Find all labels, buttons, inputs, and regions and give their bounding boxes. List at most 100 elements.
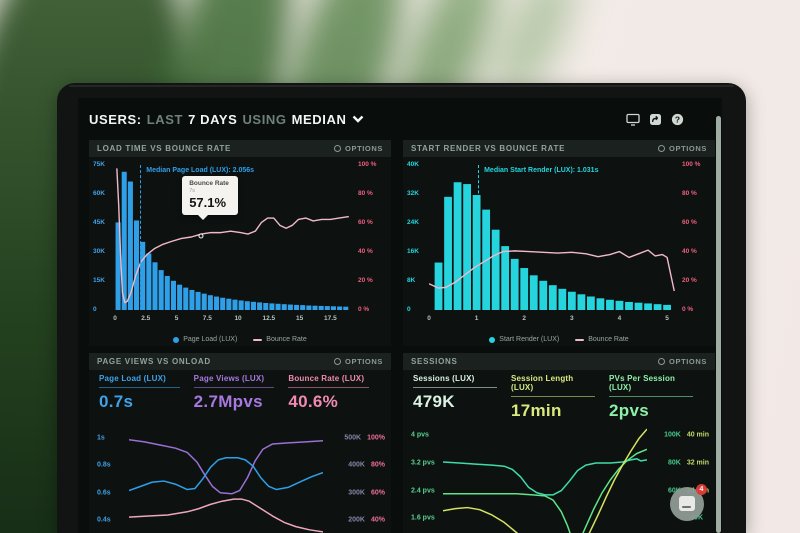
x-axis-label: 3 <box>570 315 574 322</box>
legend-label: Page Load (LUX) <box>183 336 238 343</box>
title-segment: LAST <box>146 111 184 127</box>
y-axis-label: 1s <box>97 434 105 442</box>
metric-value: 2.7Mpvs <box>193 392 263 411</box>
y-axis-label: 100 % <box>358 161 377 168</box>
dashboard-header: USERS: LAST 7 DAYS USING MEDIAN <box>89 107 684 131</box>
legend-item[interactable]: Start Render (LUX) <box>489 336 559 343</box>
y-axis-label: 0 % <box>682 306 694 313</box>
y-axis-left: 4 pvs 3.2 pvs 2.4 pvs 1.6 pvs <box>411 427 441 533</box>
tooltip-value: 57.1% <box>189 194 227 210</box>
tooltip-title: Bounce Rate <box>189 179 229 187</box>
metric: Sessions (LUX) 479K <box>413 374 511 421</box>
dot-marker <box>489 336 496 343</box>
x-axis: 0 2.5 5 7.5 10 12.5 15 17.5 <box>113 315 355 323</box>
date-range-selector[interactable]: USERS: LAST 7 DAYS USING MEDIAN <box>89 112 364 127</box>
y-axis-label: 30K <box>93 248 105 255</box>
chevron-down-icon[interactable] <box>352 115 364 123</box>
gear-icon <box>334 358 342 365</box>
display-icon[interactable] <box>626 113 640 126</box>
metrics-row: Page Load (LUX) 0.7s Page Views (LUX) 2.7Mp… <box>99 374 383 412</box>
y-axis-label: 32K <box>407 190 419 197</box>
y-axis-label: 80 % <box>358 190 373 197</box>
y-axis-label-pair: 80K 32 min <box>668 460 709 467</box>
y-axis-label: 80% <box>370 461 385 469</box>
y-axis-label: 100 % <box>682 161 701 168</box>
metric-value: 17min <box>511 401 562 420</box>
y-axis-label: 80 % <box>682 190 697 197</box>
options-label: OPTIONS <box>669 357 707 366</box>
y-axis-label: 40K <box>690 514 703 522</box>
dot-marker <box>173 336 180 343</box>
x-axis-label: 17.5 <box>324 315 337 322</box>
y-axis-label: 4 pvs <box>411 431 429 439</box>
metric: Bounce Rate (LUX) 40.6% <box>288 374 383 412</box>
chart-legend: Page Load (LUX) Bounce Rate <box>89 336 391 343</box>
y-axis-label: 200K <box>348 516 365 524</box>
metric-label: Page Views (LUX) <box>193 374 265 383</box>
panel-page-views-vs-onload: PAGE VIEWS VS ONLOAD OPTIONS Page Load (… <box>89 353 391 533</box>
chart-plot[interactable] <box>129 427 323 533</box>
median-marker-line <box>140 165 142 310</box>
y-axis-label-pair: 400K 80% <box>348 462 385 469</box>
chart-plot[interactable]: Median Start Render (LUX): 1.031s <box>429 164 679 310</box>
legend-label: Bounce Rate <box>266 336 307 343</box>
y-axis-label: 45K <box>93 219 105 226</box>
share-icon[interactable] <box>649 113 662 126</box>
y-axis-left: 1s 0.8s 0.6s 0.4s <box>97 427 127 533</box>
y-axis-label: 80K <box>667 459 681 467</box>
legend-label: Bounce Rate <box>588 336 629 343</box>
y-axis-label: 300K <box>348 489 365 497</box>
tooltip: Bounce Rate 7s 57.1% <box>182 175 238 220</box>
chat-bubble-icon <box>679 496 695 511</box>
panel-title: PAGE VIEWS VS ONLOAD <box>97 357 211 366</box>
metric-underline <box>99 387 180 388</box>
scrollbar[interactable] <box>716 116 721 533</box>
metric-underline <box>609 396 693 397</box>
x-axis-label: 12.5 <box>262 315 276 322</box>
laptop: USERS: LAST 7 DAYS USING MEDIAN <box>57 83 746 533</box>
y-axis-right: 500K 100% 400K 80% 300K 60% 200K 40% <box>325 427 385 533</box>
y-axis-label: 0.4s <box>97 516 111 524</box>
median-marker-label: Median Start Render (LUX): 1.031s <box>484 167 599 174</box>
panel-title: START RENDER VS BOUNCE RATE <box>411 144 566 153</box>
options-button[interactable]: OPTIONS <box>334 357 383 366</box>
x-axis-label: 15 <box>295 315 304 322</box>
tooltip-subtitle: 7s <box>189 187 195 194</box>
panel-header: PAGE VIEWS VS ONLOAD OPTIONS <box>89 353 391 370</box>
metric: Page Views (LUX) 2.7Mpvs <box>193 374 289 412</box>
panel-header: START RENDER VS BOUNCE RATE OPTIONS <box>403 140 715 157</box>
y-axis-label: 40 min <box>686 431 709 439</box>
panel-load-time-vs-bounce-rate: LOAD TIME VS BOUNCE RATE OPTIONS 75K 60K 4… <box>89 140 391 346</box>
title-segment: MEDIAN <box>291 111 347 127</box>
panel-title: SESSIONS <box>411 357 458 366</box>
legend-item[interactable]: Bounce Rate <box>575 336 629 343</box>
y-axis-label: 40 % <box>358 248 373 255</box>
notification-badge: 4 <box>696 484 707 495</box>
options-button[interactable]: OPTIONS <box>658 357 707 366</box>
y-axis-label: 40K <box>407 161 419 168</box>
chat-widget-button[interactable]: 4 <box>670 484 707 521</box>
metric-label: Session Length (LUX) <box>511 374 574 392</box>
metric-label: Bounce Rate (LUX) <box>288 374 365 383</box>
legend-label: Start Render (LUX) <box>499 336 560 343</box>
title-segment: 7 DAYS <box>188 111 238 127</box>
median-marker-line <box>478 165 480 310</box>
legend-item[interactable]: Page Load (LUX) <box>173 336 237 343</box>
chart-plot[interactable]: Bounce Rate 7s 57.1% Median Page Load (L… <box>115 164 355 310</box>
y-axis-label: 20 % <box>358 277 373 284</box>
legend-item[interactable]: Bounce Rate <box>253 336 307 343</box>
options-button[interactable]: OPTIONS <box>334 144 383 153</box>
metric-underline <box>511 396 595 397</box>
chart-plot[interactable] <box>443 427 647 533</box>
y-axis-label: 1.6 pvs <box>411 514 435 522</box>
metric-label: PVs Per Session (LUX) <box>609 374 676 392</box>
gear-icon <box>334 145 342 152</box>
x-axis-label: 2 <box>522 315 527 322</box>
x-axis-label: 4 <box>617 315 622 322</box>
chart-legend: Start Render (LUX) Bounce Rate <box>403 336 715 343</box>
help-icon[interactable]: ? <box>671 113 684 126</box>
y-axis-label: 15K <box>93 277 105 284</box>
options-button[interactable]: OPTIONS <box>658 144 707 153</box>
y-axis-label: 500K <box>344 434 362 442</box>
y-axis-label: 400K <box>348 461 365 469</box>
